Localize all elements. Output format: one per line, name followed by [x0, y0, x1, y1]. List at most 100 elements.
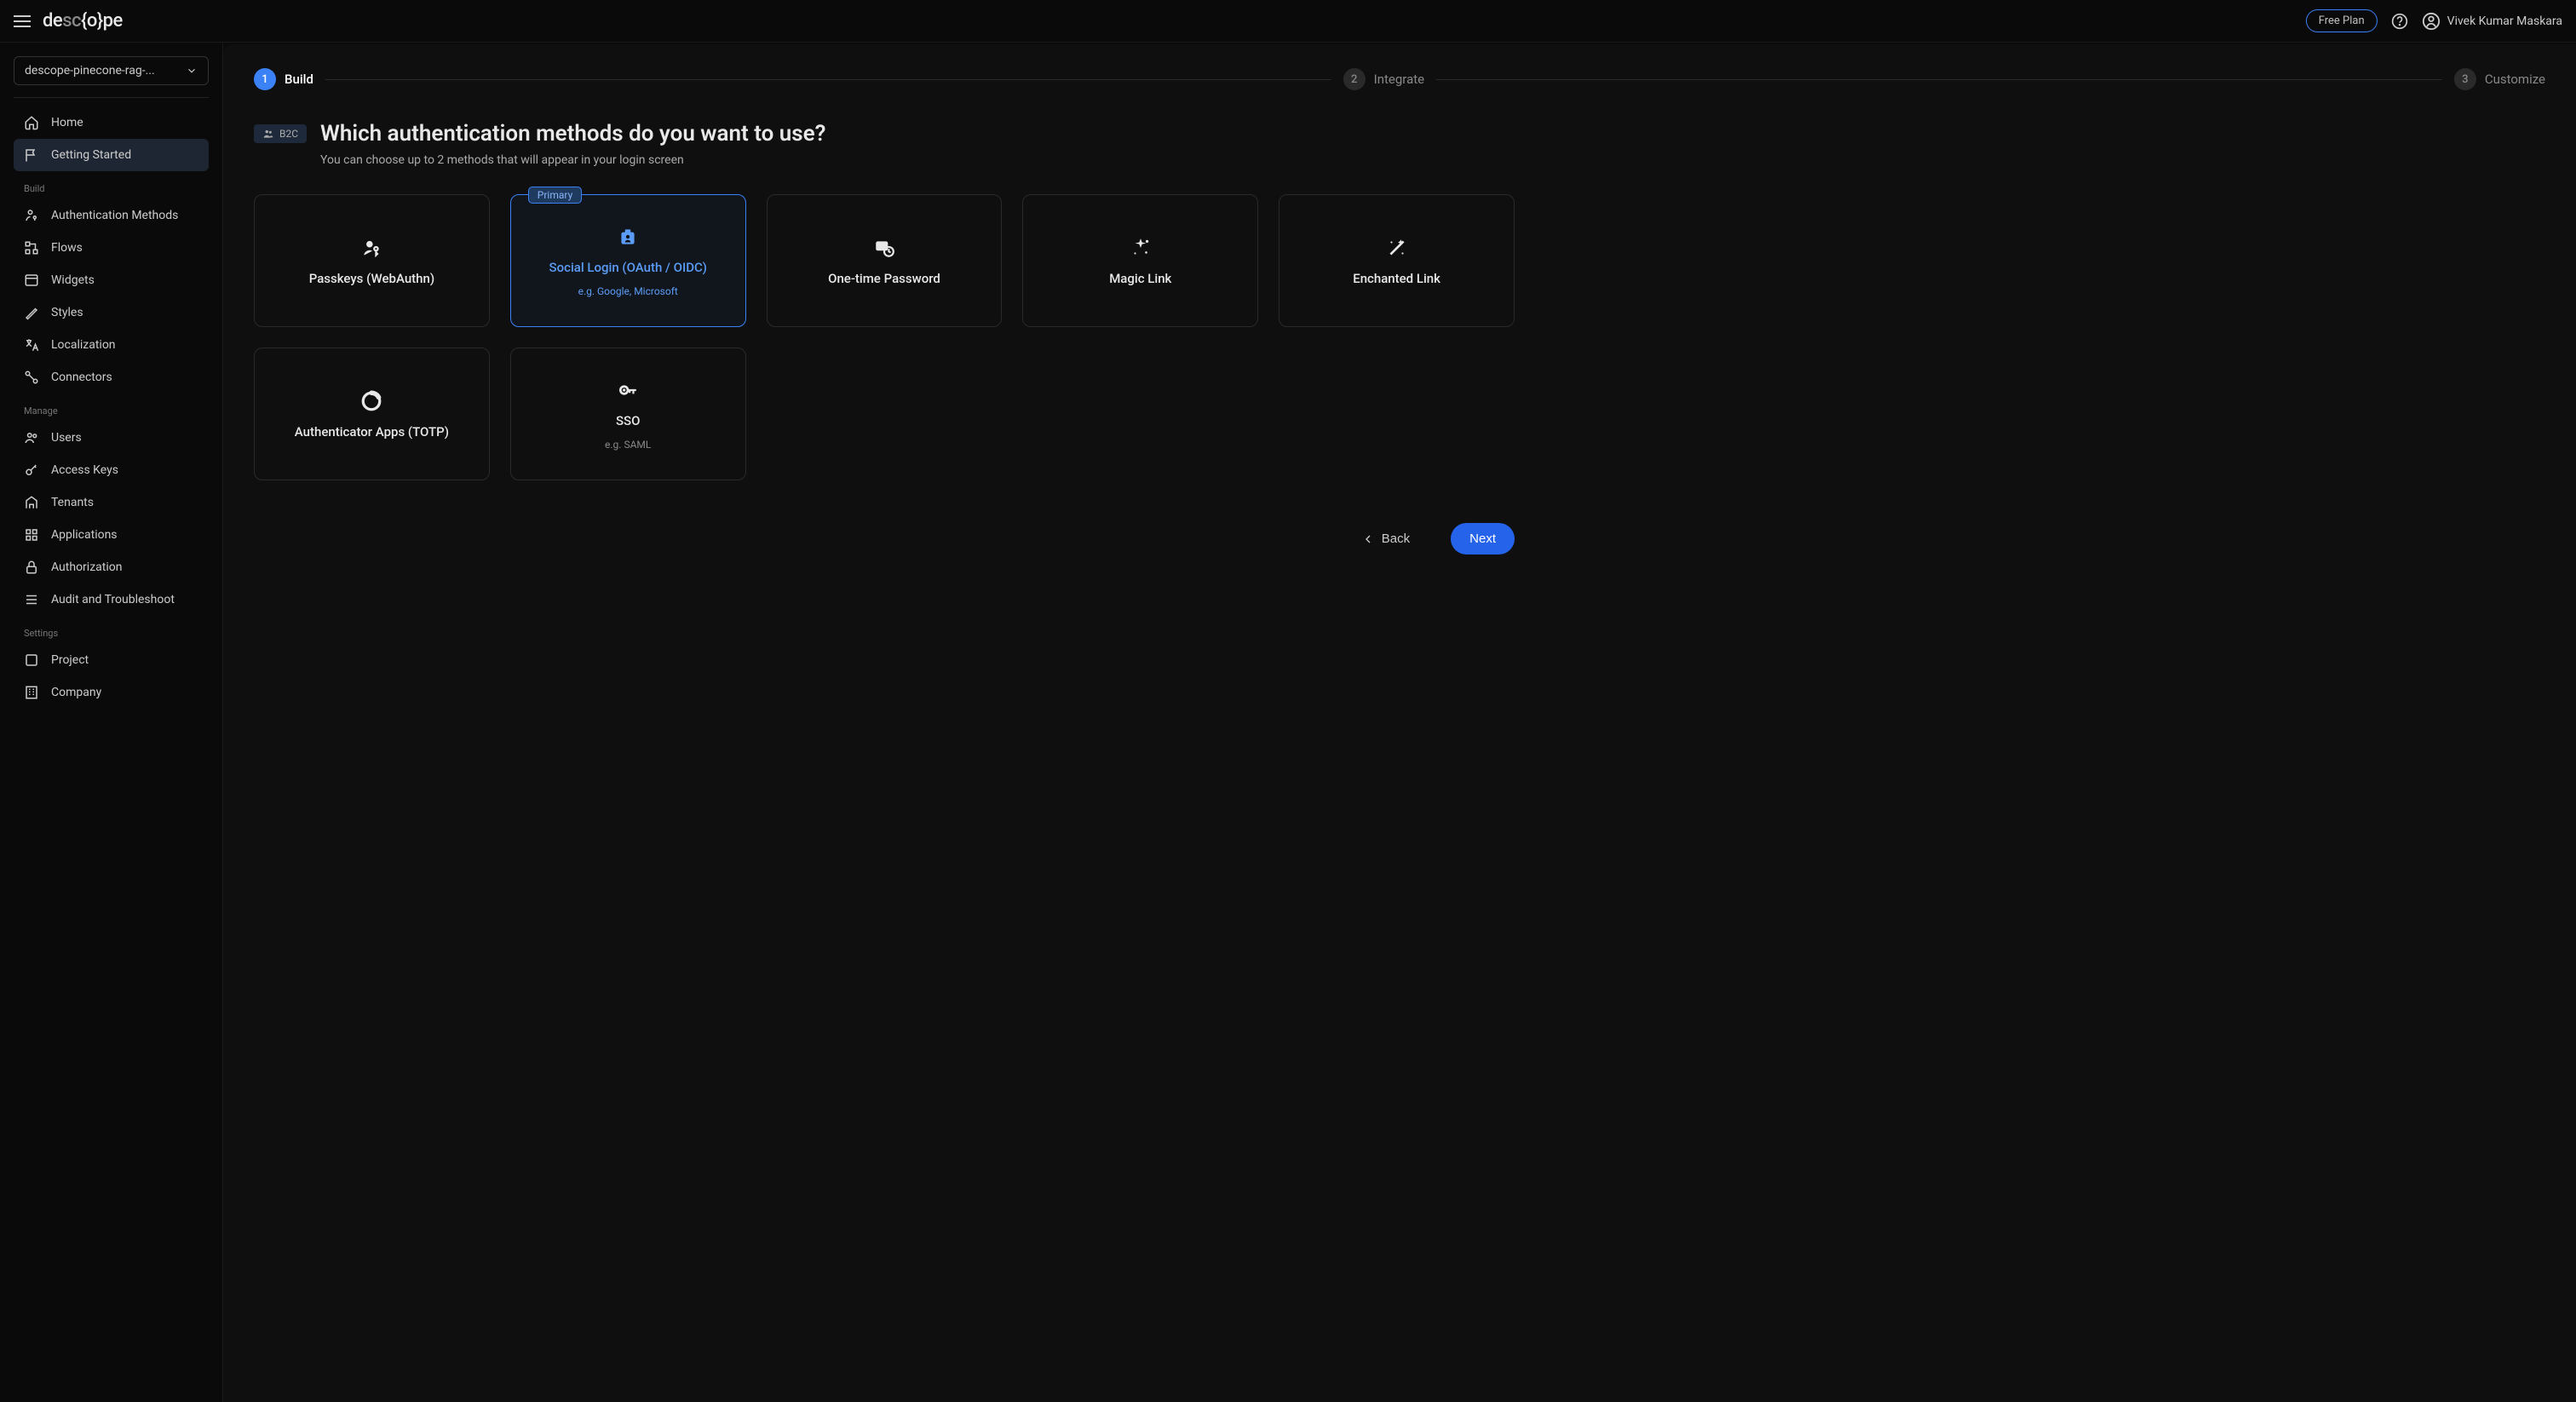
sidebar-item-tenants[interactable]: Tenants [14, 486, 209, 519]
otp-icon [871, 235, 897, 261]
sidebar-item-getting-started[interactable]: Getting Started [14, 139, 209, 171]
sidebar-item-label: Flows [51, 241, 83, 255]
sidebar-item-label: Authentication Methods [51, 209, 178, 222]
step-number: 1 [254, 68, 276, 90]
auth-card-passkeys-webauthn-[interactable]: Passkeys (WebAuthn) [254, 194, 490, 327]
sidebar-item-label: Authorization [51, 560, 122, 574]
user-name: Vivek Kumar Maskara [2447, 14, 2562, 28]
project-icon [24, 652, 39, 668]
sidebar-item-authentication-methods[interactable]: Authentication Methods [14, 199, 209, 232]
sidebar-item-label: Tenants [51, 496, 94, 509]
auth-card-one-time-password[interactable]: One-time Password [767, 194, 1003, 327]
logo: desc{o}pe [43, 10, 123, 32]
project-selector-value: descope-pinecone-rag-... [25, 64, 155, 78]
sidebar-item-label: Applications [51, 528, 118, 542]
flows-icon [24, 240, 39, 256]
social-icon [615, 224, 641, 250]
card-label: SSO [616, 413, 641, 428]
section-label: Build [14, 171, 209, 199]
keys-icon [24, 463, 39, 478]
sso-icon [615, 377, 641, 403]
card-label: Enchanted Link [1353, 271, 1440, 286]
localization-icon [24, 337, 39, 353]
sidebar-item-label: Localization [51, 338, 116, 352]
sidebar-item-label: Company [51, 686, 101, 699]
step-label: Integrate [1374, 72, 1424, 87]
sidebar-item-label: Audit and Troubleshoot [51, 593, 175, 606]
card-label: Authenticator Apps (TOTP) [295, 424, 449, 440]
step-label: Build [285, 72, 313, 87]
step-integrate[interactable]: 2 Integrate [1343, 68, 1424, 90]
card-label: Magic Link [1109, 271, 1171, 286]
card-label: One-time Password [828, 271, 940, 286]
totp-icon [359, 388, 384, 414]
sidebar-item-label: Home [51, 116, 83, 129]
enchanted-icon [1384, 235, 1410, 261]
sidebar-item-label: Project [51, 653, 89, 667]
sidebar-item-label: Getting Started [51, 148, 131, 162]
card-label: Social Login (OAuth / OIDC) [549, 260, 707, 275]
auth-card-authenticator-apps-totp-[interactable]: Authenticator Apps (TOTP) [254, 348, 490, 480]
card-subtitle: e.g. Google, Microsoft [578, 285, 678, 297]
card-subtitle: e.g. SAML [605, 439, 651, 451]
step-number: 3 [2454, 68, 2476, 90]
lock-icon [24, 560, 39, 575]
tenants-icon [24, 495, 39, 510]
sidebar-item-styles[interactable]: Styles [14, 296, 209, 329]
user-menu[interactable]: Vivek Kumar Maskara [2422, 12, 2562, 31]
plan-badge[interactable]: Free Plan [2306, 9, 2378, 32]
audit-icon [24, 592, 39, 607]
auth-card-social-login-oauth-oidc-[interactable]: PrimarySocial Login (OAuth / OIDC)e.g. G… [510, 194, 746, 327]
connectors-icon [24, 370, 39, 385]
sidebar-item-flows[interactable]: Flows [14, 232, 209, 264]
sidebar-item-applications[interactable]: Applications [14, 519, 209, 551]
sidebar-item-company[interactable]: Company [14, 676, 209, 709]
sidebar-item-label: Widgets [51, 273, 95, 287]
sidebar-item-label: Styles [51, 306, 83, 319]
users-icon [262, 128, 274, 140]
sidebar-item-connectors[interactable]: Connectors [14, 361, 209, 394]
sidebar: descope-pinecone-rag-... Home Getting Sta… [0, 43, 223, 1402]
sidebar-item-authorization[interactable]: Authorization [14, 551, 209, 583]
project-selector[interactable]: descope-pinecone-rag-... [14, 56, 209, 85]
menu-toggle[interactable] [14, 15, 31, 27]
sidebar-item-project[interactable]: Project [14, 644, 209, 676]
arrow-left-icon [1361, 532, 1375, 546]
topbar: desc{o}pe Free Plan Vivek Kumar Maskara [0, 0, 2576, 43]
sidebar-item-users[interactable]: Users [14, 422, 209, 454]
sidebar-item-label: Access Keys [51, 463, 118, 477]
auth-card-sso[interactable]: SSO e.g. SAML [510, 348, 746, 480]
sidebar-item-home[interactable]: Home [14, 106, 209, 139]
section-label: Manage [14, 394, 209, 422]
page-subtitle: You can choose up to 2 methods that will… [320, 153, 825, 167]
sidebar-item-label: Connectors [51, 371, 112, 384]
sidebar-item-localization[interactable]: Localization [14, 329, 209, 361]
auth-icon [24, 208, 39, 223]
section-label: Settings [14, 616, 209, 644]
widgets-icon [24, 273, 39, 288]
stepper: 1 Build 2 Integrate 3 Customize [254, 68, 2545, 90]
step-number: 2 [1343, 68, 1366, 90]
tag-badge: B2C [254, 124, 307, 143]
help-icon[interactable] [2389, 11, 2410, 32]
sidebar-item-widgets[interactable]: Widgets [14, 264, 209, 296]
users-icon [24, 430, 39, 445]
company-icon [24, 685, 39, 700]
step-build[interactable]: 1 Build [254, 68, 313, 90]
next-button[interactable]: Next [1451, 523, 1515, 554]
flag-icon [24, 147, 39, 163]
home-icon [24, 115, 39, 130]
page-title: Which authentication methods do you want… [320, 121, 825, 147]
back-button[interactable]: Back [1348, 523, 1423, 554]
sidebar-item-access-keys[interactable]: Access Keys [14, 454, 209, 486]
auth-card-magic-link[interactable]: Magic Link [1022, 194, 1258, 327]
apps-icon [24, 527, 39, 543]
main-content: 1 Build 2 Integrate 3 Customize B2C Which aut… [223, 44, 2576, 1402]
step-label: Customize [2485, 72, 2545, 87]
step-customize[interactable]: 3 Customize [2454, 68, 2545, 90]
styles-icon [24, 305, 39, 320]
passkey-icon [359, 235, 384, 261]
sidebar-item-audit-and-troubleshoot[interactable]: Audit and Troubleshoot [14, 583, 209, 616]
auth-card-enchanted-link[interactable]: Enchanted Link [1279, 194, 1515, 327]
chevron-down-icon [186, 65, 198, 77]
